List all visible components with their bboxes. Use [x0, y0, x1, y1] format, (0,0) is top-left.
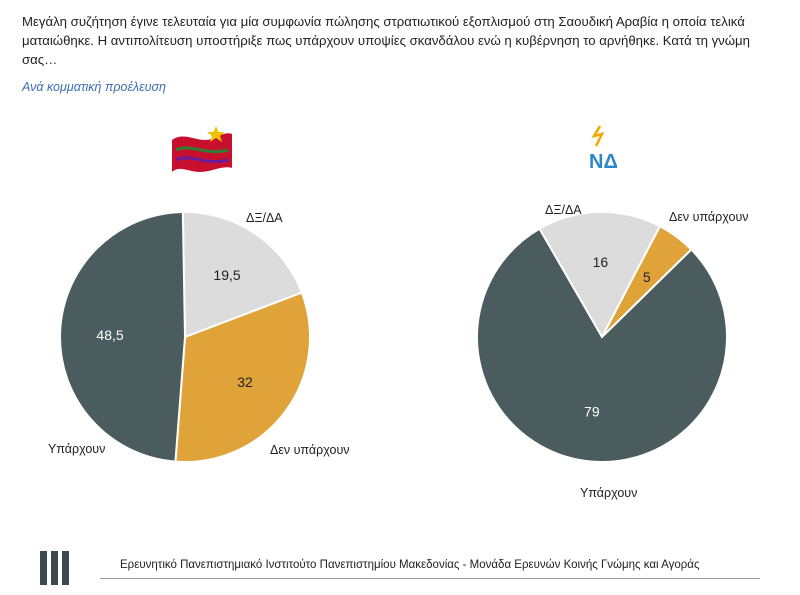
left-label-dxda: ΔΞ/ΔΑ	[246, 211, 283, 225]
left-label-den-yparxoun: Δεν υπάρχουν	[270, 443, 350, 457]
right-label-den-yparxoun: Δεν υπάρχουν	[669, 210, 749, 224]
left-value-label-yparxoun: 48,5	[96, 327, 123, 343]
right-label-yparxoun: Υπάρχουν	[580, 486, 637, 500]
right-slice-yparxoun	[476, 227, 728, 463]
nd-logo-icon: ΝΔ	[589, 125, 618, 173]
right-value-label-yparxoun: 79	[584, 403, 600, 419]
left-slice-den-yparxoun	[174, 291, 311, 463]
left-slice-dxda	[181, 211, 304, 339]
footer-divider	[100, 578, 760, 579]
right-value-label-dxda: 16	[593, 254, 609, 270]
question-text: Μεγάλη συζήτηση έγινε τελευταία για μία …	[22, 14, 750, 67]
right-label-dxda: ΔΞ/ΔΑ	[545, 203, 582, 217]
left-value-label-dxda: 19,5	[213, 267, 240, 283]
footer-text: Ερευνητικό Πανεπιστημιακό Ινστιτούτο Παν…	[120, 559, 700, 571]
pie-chart-right: 16 5 79	[476, 211, 728, 463]
left-label-yparxoun: Υπάρχουν	[48, 442, 105, 456]
right-value-label-den-yparxoun: 5	[643, 269, 651, 285]
subtitle: Ανά κομματική προέλευση	[22, 80, 166, 94]
left-slice-yparxoun	[58, 211, 187, 463]
left-value-label-den-yparxoun: 32	[237, 374, 253, 390]
right-slice-dxda	[538, 211, 662, 340]
pie-chart-left: 19,5 32 48,5	[58, 211, 311, 463]
nd-logo-text: ΝΔ	[589, 151, 618, 173]
syriza-flag-icon	[172, 126, 232, 172]
